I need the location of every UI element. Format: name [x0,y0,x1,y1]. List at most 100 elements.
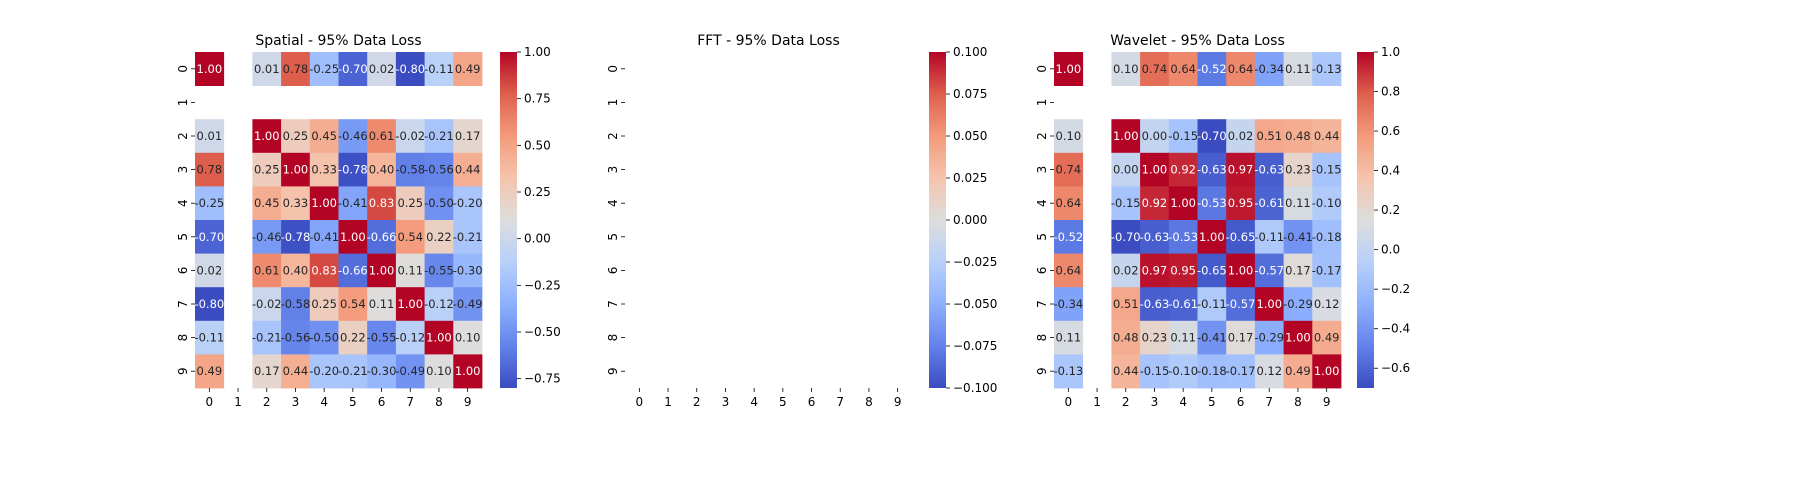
x-tick-label: 4 [320,395,328,409]
cell-label: -0.70 [194,230,224,244]
heatmap-cell [453,52,483,86]
colorbar-tick-label: −0.025 [953,255,997,269]
x-tick-label: 2 [693,395,701,409]
heatmap-cell [1197,186,1227,221]
heatmap-cell [1226,152,1256,187]
x-tick-label: 5 [1208,395,1216,409]
heatmap-cell [424,287,454,322]
heatmap-cell [252,52,282,86]
x-tick-label: 7 [1265,395,1273,409]
heatmap-cell [252,152,282,187]
cell-label: -0.78 [338,163,368,177]
cell-label: -0.12 [395,331,425,345]
cell-label: -0.25 [194,196,224,210]
heatmap-cell [1283,186,1313,221]
heatmap-cell [424,354,454,389]
heatmap-cell [1054,186,1084,221]
cell-label: -0.52 [1053,230,1083,244]
cell-label: 0.51 [1256,129,1282,143]
cell-label: -0.70 [338,62,368,76]
cell-label: -0.66 [367,230,397,244]
heatmap-cell [309,186,339,221]
heatmap-cell [1140,152,1170,187]
cell-label: 0.12 [1256,364,1282,378]
heatmap-cell [195,186,225,221]
cell-label: 1.00 [1170,196,1196,210]
heatmap-cell [395,152,425,187]
cell-label: -0.49 [395,364,425,378]
heatmap-cell [1111,52,1141,86]
cell-label: 0.02 [197,263,223,277]
y-tick-label: 7 [606,300,620,308]
heatmap-cell [367,253,397,288]
heatmap-cell [367,320,397,355]
heatmap-cell [281,354,311,389]
cell-label: -0.20 [453,196,483,210]
cell-label: 1.00 [1228,263,1254,277]
heatmap-cell [1168,119,1198,154]
heatmap-cell [424,119,454,154]
cell-label: 0.44 [283,364,309,378]
cell-label: 0.33 [311,163,337,177]
colorbar-tick-label: 0.00 [524,232,551,246]
cell-label: -0.53 [1168,230,1198,244]
chart-title: Wavelet - 95% Data Loss [1110,33,1285,49]
heatmap-cell [1140,186,1170,221]
heatmap-cell [1111,354,1141,389]
heatmap-cell [395,119,425,154]
cell-label: 1.00 [1256,297,1282,311]
cell-label: 0.45 [254,196,280,210]
heatmap-cell [1226,320,1256,355]
cell-label: -0.63 [1140,297,1170,311]
heatmap-cell [453,253,483,288]
heatmap-cell [252,220,282,254]
heatmap-cell [424,186,454,221]
cell-label: -0.78 [281,230,311,244]
cell-label: -0.52 [1197,62,1227,76]
cell-label: 1.00 [426,331,452,345]
cell-label: -0.30 [453,263,483,277]
y-tick-label: 4 [606,199,620,207]
cell-label: -0.18 [1312,230,1342,244]
heatmap-cell [1054,152,1084,187]
cell-label: 0.54 [397,230,423,244]
cell-label: -0.57 [1254,263,1284,277]
cell-label: 0.17 [455,129,481,143]
cell-label: 0.17 [1285,263,1311,277]
heatmap-cell [1283,119,1313,154]
cell-label: 0.10 [455,331,481,345]
colorbar-tick-label: −0.4 [1381,322,1410,336]
heatmap-cell [424,220,454,254]
heatmap-cell [1226,354,1256,389]
heatmap-cell [1140,253,1170,288]
heatmap-cell [309,119,339,154]
colorbar-tick-label: 0.6 [1381,124,1400,138]
x-tick-label: 7 [406,395,414,409]
heatmap-cell [1254,320,1284,355]
heatmap-cell [281,320,311,355]
cell-label: 0.22 [426,230,452,244]
colorbar [1357,52,1374,388]
y-tick-label: 5 [176,233,190,241]
colorbar-tick-label: −0.2 [1381,282,1410,296]
cell-label: 1.00 [455,364,481,378]
heatmap-cell [1054,287,1084,322]
cell-label: -0.20 [309,364,339,378]
colorbar-tick-label: −0.50 [524,325,561,339]
heatmap-cell [395,320,425,355]
heatmap-cell [1054,220,1084,254]
heatmap-cell [1197,152,1227,187]
cell-label: -0.02 [252,297,282,311]
y-tick-label: 5 [1035,233,1049,241]
heatmap-cell [309,52,339,86]
heatmap-cell [1054,354,1084,389]
heatmap-cell [1312,287,1342,322]
colorbar-tick-label: 0.100 [953,45,987,59]
cell-label: 0.83 [311,263,337,277]
cell-label: -0.12 [424,297,454,311]
heatmap-cell [1140,220,1170,254]
heatmap-cell [1168,287,1198,322]
y-tick-label: 1 [1035,99,1049,107]
heatmap-cell [1283,220,1313,254]
cell-label: 0.11 [1170,331,1196,345]
